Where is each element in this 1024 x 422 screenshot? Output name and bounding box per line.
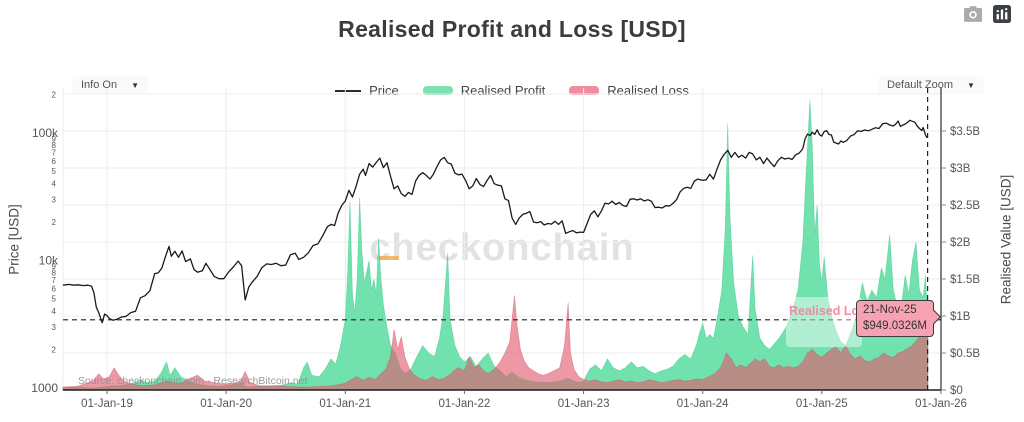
svg-text:01-Jan-21: 01-Jan-21 xyxy=(319,398,371,410)
plotly-logo-icon[interactable] xyxy=(992,5,1012,23)
tooltip-date: 21-Nov-25 xyxy=(863,304,917,316)
zoom-dropdown-label: Default Zoom xyxy=(887,79,954,91)
source-attribution: Source: checkonchain.com - ResearchBitco… xyxy=(78,375,308,387)
zoom-dropdown[interactable]: Default Zoom ▼ xyxy=(878,76,984,94)
svg-text:$0: $0 xyxy=(950,385,963,397)
svg-text:$2.5B: $2.5B xyxy=(950,200,980,212)
svg-text:7: 7 xyxy=(52,276,57,285)
svg-text:9: 9 xyxy=(52,135,57,144)
left-axis-title: Price [USD] xyxy=(6,204,22,275)
legend-area-swatch xyxy=(569,86,600,95)
info-dropdown-label: Info On xyxy=(81,79,118,91)
chevron-down-icon: ▼ xyxy=(131,80,139,90)
plotly-logo-glyph xyxy=(993,5,1011,23)
svg-text:6: 6 xyxy=(52,285,57,294)
svg-text:8: 8 xyxy=(52,141,57,150)
legend-area-swatch xyxy=(422,86,453,95)
svg-text:3: 3 xyxy=(52,196,57,205)
realised-loss-area xyxy=(62,295,929,391)
svg-text:01-Jan-22: 01-Jan-22 xyxy=(439,398,491,410)
svg-text:8: 8 xyxy=(52,269,57,278)
svg-text:01-Jan-24: 01-Jan-24 xyxy=(677,398,729,410)
svg-text:01-Jan-19: 01-Jan-19 xyxy=(81,398,133,410)
hover-tooltip: 21-Nov-25 $949.0326M xyxy=(856,300,942,338)
camera-icon-glyph xyxy=(964,6,982,22)
svg-text:4: 4 xyxy=(52,180,57,189)
svg-text:2: 2 xyxy=(52,218,57,227)
svg-text:01-Jan-23: 01-Jan-23 xyxy=(558,398,610,410)
plotly-modebar xyxy=(963,5,1012,23)
gridlines xyxy=(62,88,942,390)
svg-text:2: 2 xyxy=(52,345,57,354)
svg-text:$3B: $3B xyxy=(950,163,971,175)
info-dropdown[interactable]: Info On ▼ xyxy=(72,76,148,94)
watermark: checkonchain xyxy=(369,227,635,269)
svg-text:$0.5B: $0.5B xyxy=(950,348,980,360)
tooltip-value: $949.0326M xyxy=(863,319,927,332)
svg-text:3: 3 xyxy=(52,323,57,332)
svg-text:7: 7 xyxy=(52,149,57,158)
hover-highlight-band xyxy=(786,297,862,347)
x-axis-ticks: 01-Jan-19 01-Jan-20 01-Jan-21 01-Jan-22 01-J… xyxy=(81,390,967,410)
svg-text:$1B: $1B xyxy=(950,311,971,323)
svg-text:01-Jan-25: 01-Jan-25 xyxy=(796,398,848,410)
legend-line-swatch xyxy=(335,89,362,92)
svg-text:01-Jan-20: 01-Jan-20 xyxy=(200,398,252,410)
svg-text:01-Jan-26: 01-Jan-26 xyxy=(915,398,967,410)
svg-text:100k: 100k xyxy=(32,126,59,140)
svg-text:10k: 10k xyxy=(39,254,59,268)
right-axis-title: Realised Value [USD] xyxy=(998,174,1014,305)
svg-text:6: 6 xyxy=(52,157,57,166)
svg-text:2: 2 xyxy=(52,90,57,99)
svg-text:5: 5 xyxy=(52,167,57,176)
watermark-accent-dash xyxy=(377,256,399,260)
svg-text:1000: 1000 xyxy=(31,381,58,395)
svg-text:$2B: $2B xyxy=(950,237,971,249)
camera-download-icon[interactable] xyxy=(963,5,983,23)
realised-loss-hover-label: Realised Loss xyxy=(789,304,874,318)
svg-text:5: 5 xyxy=(52,295,57,304)
price-line xyxy=(62,119,929,324)
svg-text:$3.5B: $3.5B xyxy=(950,126,980,138)
svg-text:4: 4 xyxy=(52,307,57,316)
svg-text:$1.5B: $1.5B xyxy=(950,274,980,286)
chevron-down-icon: ▼ xyxy=(967,80,975,90)
right-axis-ticks: $0 $0.5B $1B $1.5B $2B $2.5B $3B $3.5B xyxy=(941,126,980,397)
page-title: Realised Profit and Loss [USD] xyxy=(338,16,686,42)
svg-text:9: 9 xyxy=(52,262,57,271)
